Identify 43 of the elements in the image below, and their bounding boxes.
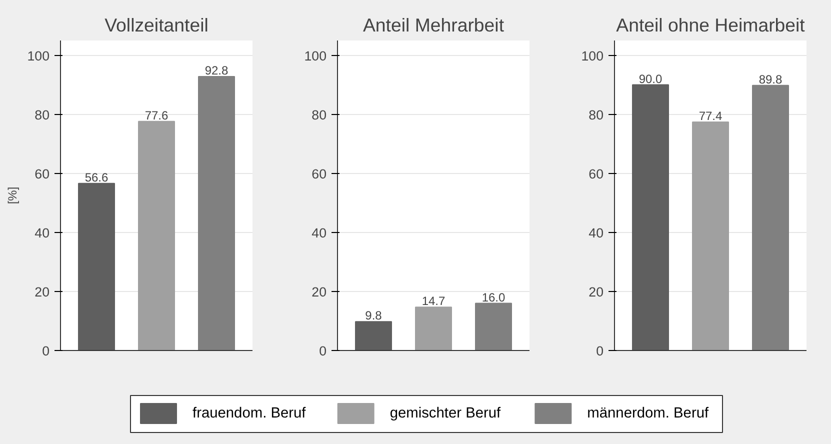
bar (632, 84, 669, 350)
y-axis-title: [%] (5, 186, 20, 204)
y-tick-label: 40 (34, 225, 50, 240)
y-tick-label: 0 (42, 344, 50, 358)
data-label: 90.0 (638, 72, 663, 86)
y-tick-label: 80 (34, 107, 50, 122)
data-label: 56.6 (84, 170, 109, 184)
data-label: 77.4 (698, 108, 723, 123)
bar (198, 76, 235, 350)
data-label: 16.0 (482, 290, 506, 304)
y-tick-label: 40 (312, 225, 327, 240)
y-tick-label: 60 (34, 166, 50, 182)
chart-title: Vollzeitanteil (104, 14, 208, 36)
y-tick-label: 60 (312, 166, 327, 182)
bar (415, 306, 452, 350)
y-tick-label: 0 (319, 344, 327, 358)
y-tick-label: 40 (588, 225, 604, 240)
legend-label: frauendom. Beruf (192, 406, 307, 422)
legend-label: männerdom. Beruf (587, 406, 710, 422)
data-label: 77.6 (144, 108, 169, 122)
chart-title: Anteil Mehrarbeit (362, 14, 505, 36)
bar (475, 302, 512, 350)
y-tick-label: 20 (312, 284, 327, 300)
y-tick-label: 0 (596, 344, 604, 358)
chart-title: Anteil ohne Heimarbeit (616, 14, 806, 36)
y-tick-label: 100 (27, 48, 50, 64)
legend-label: gemischter Beruf (390, 406, 502, 422)
data-label: 92.8 (204, 64, 229, 78)
y-tick-label: 80 (312, 107, 327, 122)
bar (138, 120, 175, 350)
y-tick-label: 20 (34, 284, 50, 300)
data-label: 9.8 (365, 308, 382, 323)
y-tick-label: 100 (581, 48, 604, 64)
bar (692, 121, 729, 350)
bar (752, 84, 789, 350)
bar (78, 182, 115, 350)
y-tick-label: 20 (588, 284, 604, 300)
bar (355, 321, 392, 350)
y-tick-label: 80 (588, 107, 604, 122)
data-label: 89.8 (758, 72, 783, 86)
y-tick-label: 100 (304, 48, 327, 64)
y-tick-label: 60 (588, 166, 604, 182)
data-label: 14.7 (422, 294, 446, 308)
